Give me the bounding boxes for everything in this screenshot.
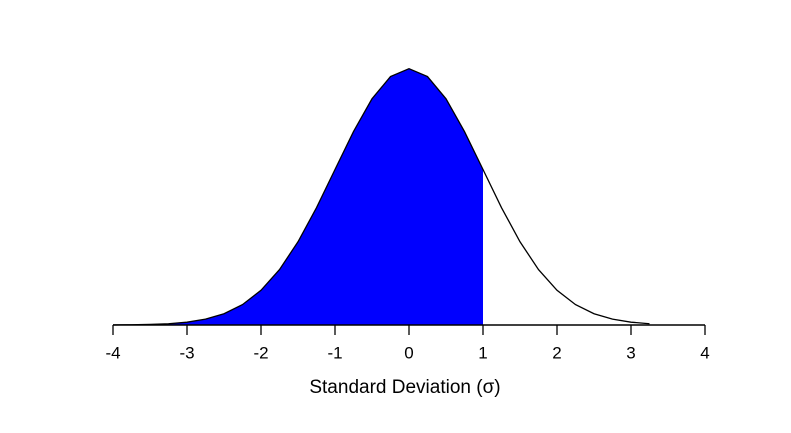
- x-tick-label: -1: [327, 343, 342, 362]
- x-tick-label: -3: [179, 343, 194, 362]
- x-tick-label: 3: [626, 343, 635, 362]
- x-tick-label: -2: [253, 343, 268, 362]
- x-axis-label: Standard Deviation (σ): [309, 377, 500, 398]
- density-curve: [112, 68, 650, 326]
- x-tick-label: 2: [552, 343, 561, 362]
- x-tick-label: -4: [105, 343, 120, 362]
- x-tick-label: 1: [478, 343, 487, 362]
- shaded-area: [113, 68, 483, 325]
- x-tick-label: 0: [404, 343, 413, 362]
- x-tick-label: 4: [700, 343, 709, 362]
